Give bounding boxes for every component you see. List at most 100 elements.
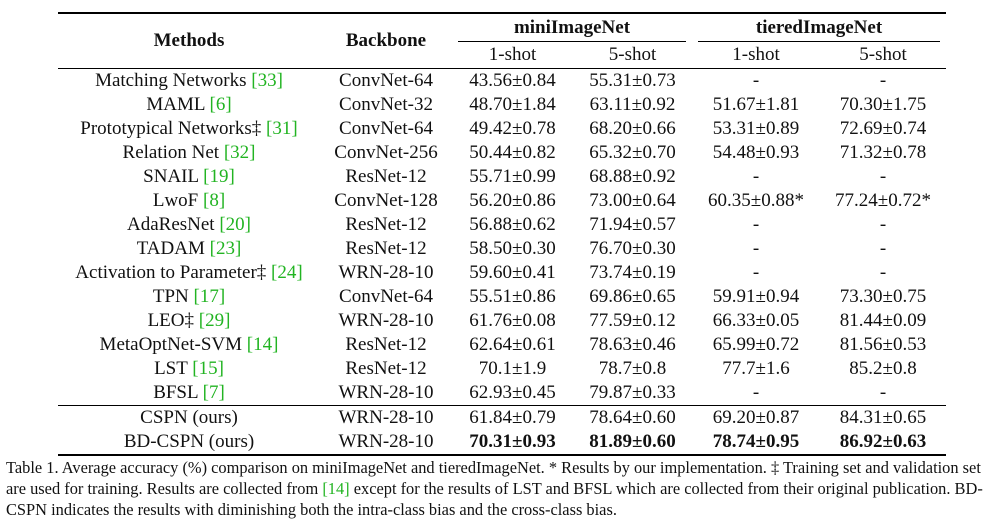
citation-link[interactable]: [15] [192,358,224,379]
citation-link[interactable]: [14] [246,334,279,355]
table-caption: Table 1. Average accuracy (%) comparison… [6,457,1002,520]
mini-5shot-cell: 81.89±0.60 [573,430,692,456]
tiered-5shot-cell: 85.2±0.8 [849,358,917,379]
mini-1shot-cell: 56.20±0.86 [469,190,556,211]
table-row: Prototypical Networks‡ [31] ConvNet-64 49.… [58,117,946,141]
method-cell: BFSL [7] [58,381,320,406]
table-row: Relation Net [32] ConvNet-256 50.44±0.82 65… [58,141,946,165]
tiered-1shot-cell: 65.99±0.72 [712,334,800,355]
results-table-container: Methods Backbone miniImageNet tieredImag… [58,12,947,456]
mini-1shot-cell: 70.1±1.9 [478,358,547,379]
citation-link[interactable]: [6] [209,94,232,115]
tieredimagenet-header: tieredImageNet [692,12,947,42]
citation-link[interactable]: [31] [266,118,298,139]
backbone-cell: ResNet-12 [345,334,427,355]
results-table: Methods Backbone miniImageNet tieredImag… [58,12,947,456]
mini-1shot-cell: 50.44±0.82 [469,142,556,163]
tiered-1shot-cell: - [692,68,820,93]
backbone-cell: WRN-28-10 [320,430,452,456]
caption-ref-link[interactable]: [14] [322,479,350,498]
table-row: LST [15] ResNet-12 70.1±1.9 78.7±0.8 77.7±1.… [58,357,946,381]
table-row: TPN [17] ConvNet-64 55.51±0.86 69.86±0.65 59… [58,285,946,309]
method-cell: LwoF [8] [58,189,320,213]
method-cell: BD-CSPN (ours) [58,430,320,456]
methods-header: Methods [58,12,320,69]
tiered-1shot-cell: - [752,214,760,235]
method-name: Matching Networks [95,70,252,91]
citation-link[interactable]: [32] [223,142,256,163]
tiered-5shot-cell: 77.24±0.72* [835,190,931,211]
mini-5shot-cell: 76.70±0.30 [589,238,676,259]
tieredimagenet-label: tieredImageNet [698,15,941,42]
tiered-5shot-header: 5-shot [859,44,907,65]
mini-5shot-cell: 73.00±0.64 [589,190,676,211]
mini-5shot-cell: 78.64±0.60 [573,405,692,430]
mini-5shot-cell: 71.94±0.57 [589,214,676,235]
mini-1shot-cell: 62.64±0.61 [469,334,556,355]
citation-link[interactable]: [23] [209,238,242,259]
mini-1shot-cell: 70.31±0.93 [452,430,573,456]
table-row: Activation to Parameter‡ [24] WRN-28-10 59… [58,261,946,285]
citation-link[interactable]: [17] [193,286,226,307]
mini-1shot-cell: 55.51±0.86 [469,286,556,307]
method-cell: LST [15] [58,357,320,381]
header-row-2: 1-shot 5-shot 1-shot 5-shot [58,42,946,69]
backbone-cell: ConvNet-64 [320,68,452,93]
table-row-ours: BD-CSPN (ours) WRN-28-10 70.31±0.93 81.89±0… [58,430,947,456]
tiered-5shot-cell: 81.56±0.53 [839,334,927,355]
backbone-cell: WRN-28-10 [338,262,434,283]
backbone-cell: WRN-28-10 [338,310,434,331]
backbone-cell: ResNet-12 [345,166,427,187]
backbone-header: Backbone [320,12,452,69]
mini-1shot-cell: 49.42±0.78 [469,118,556,139]
method-name: MAML [146,94,210,115]
citation-link[interactable]: [8] [203,190,226,211]
tiered-1shot-cell: - [752,166,760,187]
tiered-1shot-cell: 51.67±1.81 [712,94,800,115]
citation-link[interactable]: [19] [203,166,235,187]
backbone-cell: ResNet-12 [345,214,427,235]
tiered-1shot-cell: 59.91±0.94 [712,286,800,307]
backbone-cell: ResNet-12 [345,238,427,259]
method-cell: TPN [17] [58,285,320,309]
table-row: TADAM [23] ResNet-12 58.50±0.30 76.70±0.30 -… [58,237,946,261]
tiered-5shot-cell: - [820,68,947,93]
mini-5shot-cell: 78.63±0.46 [589,334,676,355]
citation-link[interactable]: [7] [202,382,225,403]
caption-text-2: except for the results of LST and BFSL w… [6,479,983,519]
method-cell: AdaResNet [20] [58,213,320,237]
tiered-5shot-cell: - [879,214,887,235]
backbone-cell: ConvNet-256 [334,142,438,163]
method-cell: Prototypical Networks‡ [31] [58,117,320,141]
tiered-5shot-cell: - [879,166,887,187]
citation-link[interactable]: [33] [251,70,283,91]
backbone-cell: ConvNet-32 [339,94,433,115]
mini-5shot-cell: 79.87±0.33 [589,382,676,403]
method-name: Prototypical Networks‡ [80,118,267,139]
citation-link[interactable]: [20] [219,214,251,235]
mini-1shot-cell: 56.88±0.62 [469,214,556,235]
tiered-1shot-cell: 54.48±0.93 [712,142,800,163]
backbone-cell: ConvNet-64 [339,118,433,139]
tiered-1shot-cell: - [752,238,760,259]
mini-5shot-cell: 55.31±0.73 [573,68,692,93]
method-name: LwoF [152,190,203,211]
method-name: Activation to Parameter‡ [75,262,272,283]
table-row: MAML [6] ConvNet-32 48.70±1.84 63.11±0.92 51… [58,93,946,117]
method-name: BFSL [153,382,203,403]
miniimagenet-label: miniImageNet [458,15,686,42]
tiered-1shot-cell: 53.31±0.89 [712,118,800,139]
table-row-ours: CSPN (ours) WRN-28-10 61.84±0.79 78.64±0.60… [58,405,947,430]
method-cell: Matching Networks [33] [58,68,320,93]
citation-link[interactable]: [29] [198,310,231,331]
method-cell: MAML [6] [58,93,320,117]
table-row: LEO‡ [29] WRN-28-10 61.76±0.08 77.59±0.12 66… [58,309,946,333]
backbone-cell: ResNet-12 [345,358,427,379]
mini-1shot-cell: 61.84±0.79 [452,405,573,430]
mini-5shot-cell: 63.11±0.92 [589,94,676,115]
tiered-1shot-cell: 69.20±0.87 [692,405,820,430]
tiered-1shot-cell: 78.74±0.95 [692,430,820,456]
mini-1shot-cell: 43.56±0.84 [452,68,573,93]
mini-5shot-cell: 65.32±0.70 [589,142,676,163]
citation-link[interactable]: [24] [271,262,303,283]
